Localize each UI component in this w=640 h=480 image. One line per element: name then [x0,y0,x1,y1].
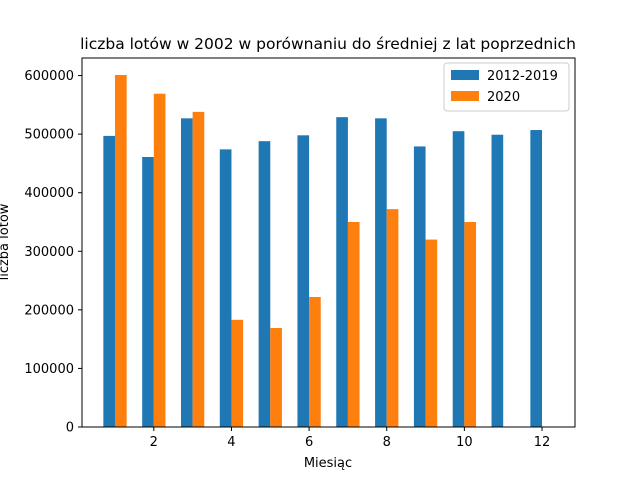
bar [464,222,477,427]
bar [219,149,232,427]
bar [386,209,399,427]
bar [425,239,438,427]
bar [530,130,543,428]
x-tick-label: 10 [456,435,473,450]
y-tick-label: 400000 [24,186,74,201]
y-tick-label: 300000 [24,245,74,260]
bar [375,118,387,427]
bar [347,222,360,427]
x-tick-label: 4 [227,435,235,450]
plot-area: 2 4 6 8 10 12 0 100000 200000 300000 400000 500000 6… [24,57,576,450]
bar [336,117,348,427]
bar [231,319,244,427]
bar [491,134,504,428]
legend-swatch [451,91,479,101]
x-tick-label: 8 [383,435,391,450]
bar [142,156,154,428]
legend: 2012-2019 2020 [443,62,570,112]
x-tick-label: 12 [534,435,551,450]
x-tick-label: 6 [305,435,313,450]
legend-label: 2012-2019 [487,69,558,84]
legend-swatch [451,70,479,80]
legend-label: 2020 [487,90,520,105]
bar [413,146,426,427]
x-axis-label: Miesiąc [304,456,352,471]
bar [115,74,127,428]
y-axis-label: liczba lotów [0,203,12,280]
chart-title: liczba lotów w 2002 w porównaniu do śred… [80,35,576,53]
bar [153,93,166,427]
bar [180,118,193,427]
bar [297,135,310,427]
y-tick-label: 200000 [24,303,74,318]
bar [192,111,205,427]
bar [309,296,321,427]
plot-frame [81,57,576,428]
x-tick-label: 2 [150,435,158,450]
bar [452,131,465,427]
bar [103,135,115,427]
bar [270,328,282,427]
bar [258,141,271,428]
y-tick-label: 600000 [24,69,74,84]
y-tick-label: 100000 [24,362,74,377]
y-tick-label: 0 [66,421,74,436]
y-tick-label: 500000 [24,128,74,143]
